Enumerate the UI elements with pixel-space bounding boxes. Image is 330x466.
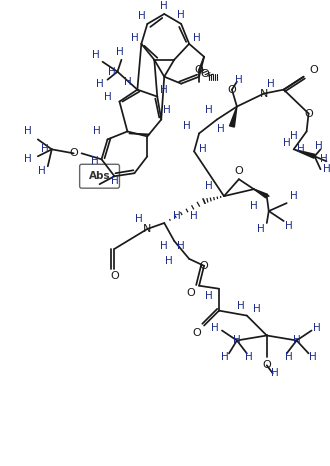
Text: H: H bbox=[160, 241, 168, 251]
Text: H: H bbox=[257, 224, 265, 234]
Text: H: H bbox=[183, 122, 191, 131]
Text: H: H bbox=[293, 336, 301, 345]
Text: H: H bbox=[290, 191, 298, 201]
Text: H: H bbox=[160, 1, 168, 11]
Text: O: O bbox=[195, 65, 204, 75]
Text: H: H bbox=[205, 181, 213, 191]
Text: H: H bbox=[271, 368, 279, 378]
Text: H: H bbox=[104, 92, 112, 102]
Text: N: N bbox=[143, 224, 151, 234]
Text: H: H bbox=[38, 166, 46, 176]
Text: H: H bbox=[24, 126, 32, 137]
Text: O: O bbox=[228, 85, 236, 95]
Text: H: H bbox=[91, 156, 98, 166]
Text: H: H bbox=[290, 131, 298, 141]
Text: H: H bbox=[123, 77, 131, 87]
Text: H: H bbox=[237, 301, 245, 311]
Text: H: H bbox=[233, 336, 241, 345]
Text: H: H bbox=[267, 79, 275, 89]
Text: H: H bbox=[136, 214, 143, 224]
Text: H: H bbox=[253, 304, 261, 314]
Text: O: O bbox=[262, 360, 271, 370]
Text: H: H bbox=[205, 291, 213, 301]
Text: H: H bbox=[205, 104, 213, 115]
Text: H: H bbox=[111, 176, 118, 186]
Text: Abs: Abs bbox=[89, 171, 110, 181]
Text: H: H bbox=[285, 352, 293, 363]
Text: H: H bbox=[173, 211, 181, 221]
Text: H: H bbox=[24, 154, 32, 164]
Text: H: H bbox=[96, 79, 103, 89]
Text: O: O bbox=[200, 261, 209, 271]
Text: H: H bbox=[285, 221, 293, 231]
Text: H: H bbox=[235, 75, 243, 85]
Text: H: H bbox=[108, 67, 115, 77]
Text: O: O bbox=[201, 69, 210, 79]
Text: H: H bbox=[177, 10, 185, 20]
Text: O: O bbox=[235, 166, 243, 176]
Text: H: H bbox=[139, 11, 146, 21]
Text: H: H bbox=[41, 144, 49, 154]
Text: H: H bbox=[313, 322, 320, 333]
Polygon shape bbox=[230, 107, 237, 127]
Text: H: H bbox=[163, 104, 171, 115]
Text: H: H bbox=[190, 211, 198, 221]
Text: H: H bbox=[250, 201, 258, 211]
Text: O: O bbox=[193, 328, 202, 337]
Text: H: H bbox=[217, 124, 225, 134]
Polygon shape bbox=[254, 189, 268, 198]
Text: O: O bbox=[69, 148, 78, 158]
Text: H: H bbox=[297, 144, 305, 154]
Text: H: H bbox=[193, 33, 201, 43]
Text: H: H bbox=[320, 154, 327, 164]
Text: H: H bbox=[221, 352, 229, 363]
Text: H: H bbox=[160, 85, 168, 95]
Text: H: H bbox=[93, 126, 100, 137]
Text: H: H bbox=[245, 352, 253, 363]
Text: O: O bbox=[187, 288, 195, 298]
Text: H: H bbox=[177, 241, 185, 251]
Text: H: H bbox=[165, 256, 173, 266]
Text: H: H bbox=[315, 141, 322, 151]
Text: O: O bbox=[304, 109, 313, 118]
Text: H: H bbox=[323, 164, 330, 174]
Text: H: H bbox=[283, 138, 290, 148]
Text: O: O bbox=[309, 65, 318, 75]
Polygon shape bbox=[294, 149, 315, 158]
Text: N: N bbox=[260, 89, 268, 99]
Text: H: H bbox=[309, 352, 316, 363]
Text: H: H bbox=[199, 144, 207, 154]
Text: H: H bbox=[115, 47, 123, 57]
Text: H: H bbox=[130, 33, 138, 43]
Text: H: H bbox=[211, 322, 219, 333]
Text: H: H bbox=[92, 50, 99, 60]
FancyBboxPatch shape bbox=[80, 164, 119, 188]
Text: O: O bbox=[110, 271, 119, 281]
